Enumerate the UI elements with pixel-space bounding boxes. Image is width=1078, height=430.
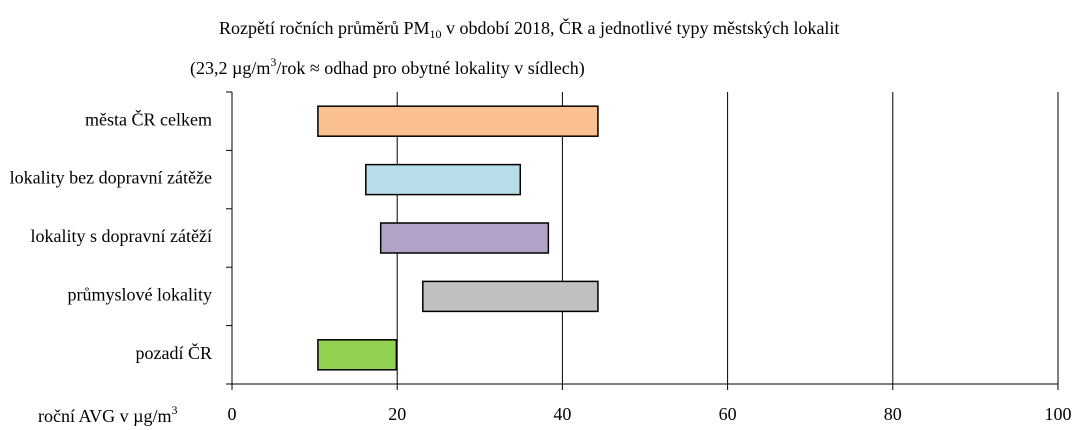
chart-title: Rozpětí ročních průměrů PM10 v období 20…: [219, 17, 839, 41]
axis-label: roční AVG v µg/m3: [38, 403, 178, 426]
title-part: v období 2018, ČR a jednotlivé typy měst…: [441, 17, 839, 38]
y-tick-label: lokality bez dopravní zátěže: [10, 168, 212, 188]
bar: [365, 163, 522, 196]
axis-label-sup: 3: [172, 403, 178, 417]
bar: [317, 105, 599, 137]
x-tick-label: 80: [884, 404, 902, 424]
axis-label-part: roční AVG v µg/m: [38, 406, 172, 426]
y-tick-label: lokality s dopravní zátěží: [31, 226, 212, 246]
chart-subtitle: (23,2 µg/m3/rok ≈ odhad pro obytné lokal…: [190, 55, 585, 79]
y-tick-label: průmyslové lokality: [68, 285, 212, 305]
bar: [379, 222, 550, 254]
subtitle-part: /rok ≈ odhad pro obytné lokality v sídle…: [276, 58, 584, 79]
x-tick-label: 40: [553, 404, 571, 424]
x-tick-label: 100: [1045, 404, 1072, 424]
x-tick-label: 0: [228, 404, 237, 424]
title-part: Rozpětí ročních průměrů PM: [219, 18, 429, 38]
y-tick-label: pozadí ČR: [136, 342, 213, 363]
bar: [317, 339, 398, 371]
subtitle-part: (23,2 µg/m: [190, 58, 270, 79]
y-tick-label: města ČR celkem: [85, 108, 212, 129]
x-tick-label: 20: [388, 404, 406, 424]
subtitle-sup: 3: [270, 55, 276, 69]
x-tick-label: 60: [719, 404, 737, 424]
title-sub: 10: [429, 27, 441, 41]
bar: [422, 280, 599, 313]
